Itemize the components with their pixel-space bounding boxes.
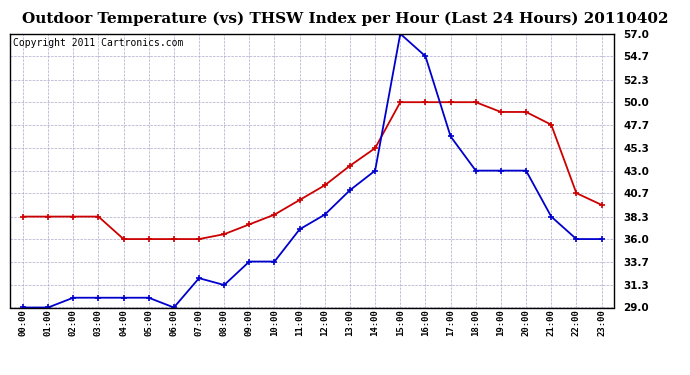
Text: Copyright 2011 Cartronics.com: Copyright 2011 Cartronics.com xyxy=(13,38,184,48)
Text: Outdoor Temperature (vs) THSW Index per Hour (Last 24 Hours) 20110402: Outdoor Temperature (vs) THSW Index per … xyxy=(22,11,668,26)
